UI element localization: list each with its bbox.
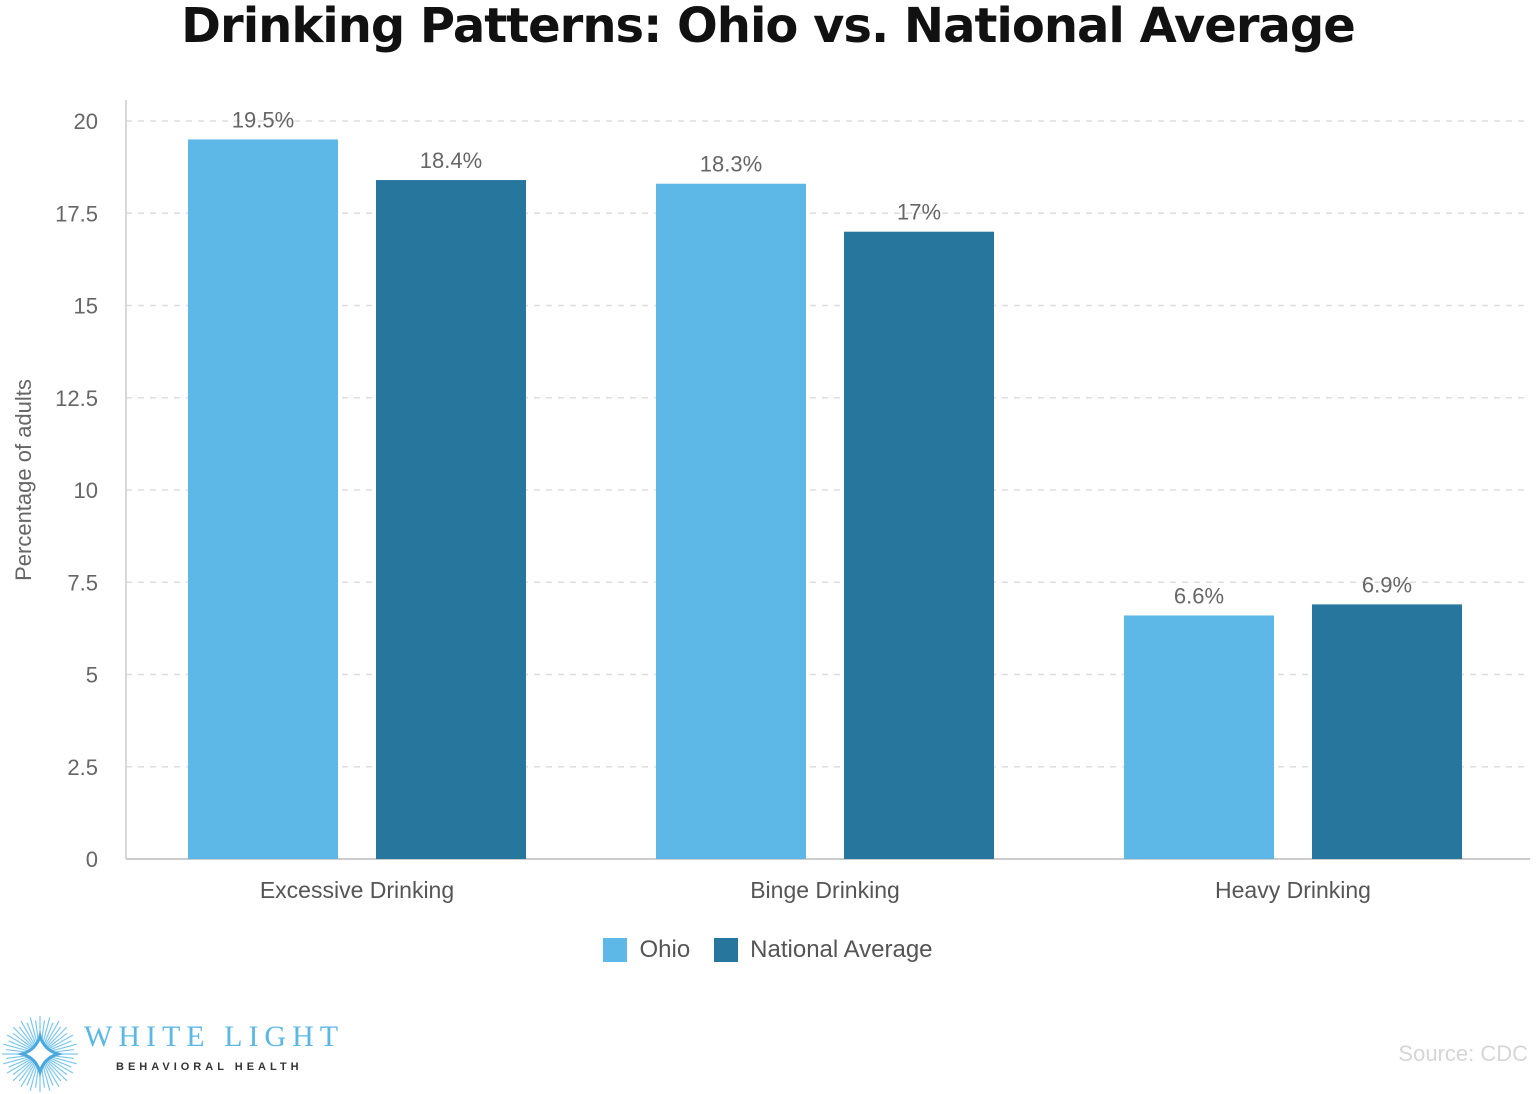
starburst-ray: [20, 1020, 36, 1046]
source-note: Source: CDC: [1398, 1041, 1528, 1066]
legend-item-national-average: National Average: [714, 935, 933, 965]
starburst-ray: [45, 1061, 62, 1082]
y-tick-label: 7.5: [67, 570, 98, 595]
y-tick-label: 10: [74, 478, 98, 503]
legend: Ohio National Average: [0, 934, 1536, 966]
starburst-ray: [6, 1034, 32, 1050]
starburst-ray: [12, 1026, 34, 1048]
starburst-ray: [43, 1022, 54, 1045]
legend-item-ohio: Ohio: [603, 935, 690, 965]
bar-ohio: [188, 139, 338, 859]
legend-swatch: [714, 938, 739, 962]
starburst-ray: [47, 1032, 68, 1049]
y-tick-label: 17.5: [55, 201, 98, 226]
logo-main-text: WHITE LIGHT: [84, 1020, 345, 1053]
bar-ohio: [1124, 615, 1274, 859]
starburst-ray: [26, 1063, 37, 1086]
starburst-ray: [49, 1043, 77, 1052]
starburst-ray: [49, 1057, 72, 1068]
starburst-ray: [48, 1034, 74, 1050]
x-tick-label: Binge Drinking: [750, 877, 900, 903]
y-tick-label: 20: [74, 109, 98, 134]
data-label: 19.5%: [232, 107, 294, 132]
y-axis-title: Percentage of adults: [11, 379, 36, 581]
bar-ohio: [656, 183, 806, 860]
data-label: 18.4%: [420, 148, 482, 173]
y-tick-label: 15: [74, 294, 98, 319]
starburst-ray: [49, 1056, 77, 1065]
starburst-ray: [46, 1026, 68, 1048]
starburst-ray: [8, 1057, 31, 1068]
y-tick-label: 12.5: [55, 386, 98, 411]
y-tick-label: 0: [86, 847, 98, 872]
bar-national-average: [1312, 604, 1462, 859]
starburst-ray: [12, 1059, 33, 1076]
starburst-ray: [6, 1058, 32, 1074]
chart-title: Drinking Patterns: Ohio vs. National Ave…: [181, 0, 1356, 54]
starburst-ray: [29, 1063, 38, 1091]
starburst-ray: [8, 1040, 31, 1051]
starburst-ray: [44, 1062, 60, 1088]
starburst-ray: [18, 1061, 35, 1082]
data-label: 6.6%: [1174, 583, 1224, 608]
data-label: 17%: [897, 200, 941, 225]
logo-sub-text: BEHAVIORAL HEALTH: [116, 1061, 303, 1073]
x-tick-label: Heavy Drinking: [1215, 877, 1371, 903]
starburst-ray: [48, 1058, 74, 1074]
data-label: 6.9%: [1362, 572, 1412, 597]
data-label: 18.3%: [700, 152, 762, 177]
starburst-ray: [3, 1056, 31, 1065]
legend-label: National Average: [750, 936, 933, 963]
starburst-ray: [12, 1060, 34, 1082]
bar-chart: 0 2.5 5 7.5 10 12.5 15 17.5 20 Percentage of adul…: [11, 100, 1530, 903]
starburst-ray: [49, 1040, 72, 1051]
x-tick-label: Excessive Drinking: [260, 877, 454, 903]
y-tick-label: 2.5: [67, 755, 98, 780]
starburst-ray: [20, 1062, 36, 1088]
starburst-ray: [43, 1063, 54, 1086]
white-light-logo: WHITE LIGHT BEHAVIORAL HEALTH: [0, 1014, 340, 1094]
starburst-ray: [12, 1032, 33, 1049]
starburst-ray: [42, 1063, 51, 1091]
starburst-ray: [18, 1026, 35, 1047]
starburst-ray: [26, 1022, 37, 1045]
starburst-ray: [3, 1043, 31, 1052]
starburst-ray: [42, 1017, 51, 1045]
bar-national-average: [844, 231, 994, 859]
starburst-ray: [45, 1026, 62, 1047]
starburst-ray: [29, 1017, 38, 1045]
legend-label: Ohio: [639, 936, 691, 963]
starburst-ray: [44, 1020, 60, 1046]
starburst-ray: [46, 1060, 68, 1082]
starburst-ray: [47, 1059, 68, 1076]
star-icon: [16, 1030, 64, 1078]
legend-swatch: [603, 938, 628, 962]
bar-national-average: [376, 180, 526, 860]
y-tick-label: 5: [86, 663, 98, 688]
starburst-icon: [2, 1016, 78, 1092]
